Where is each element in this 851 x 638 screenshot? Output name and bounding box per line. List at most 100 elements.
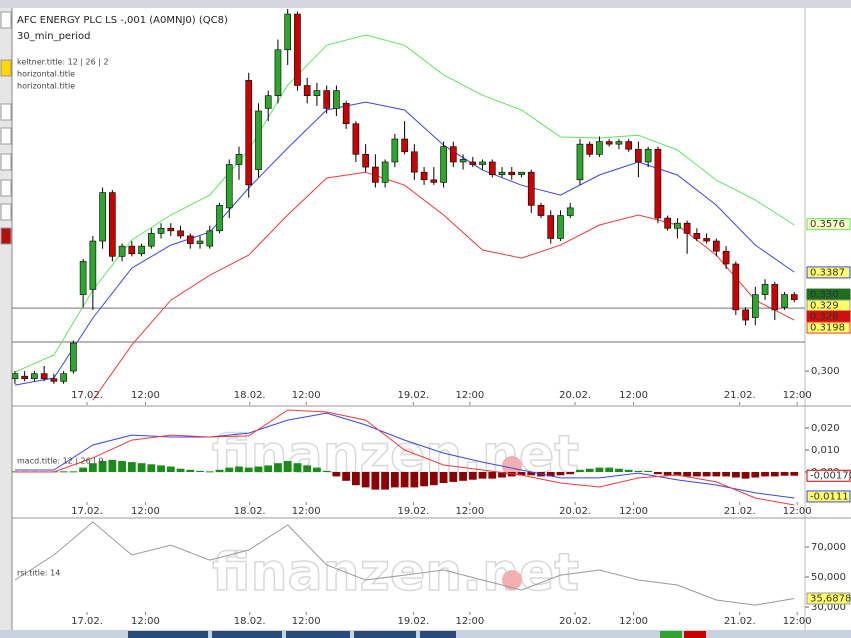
candle-body [527,171,535,206]
candle-body [411,151,418,173]
top-toolbar [0,0,851,8]
candle-body [342,103,350,125]
candle-body [625,141,632,150]
watermark: finanzen.net [212,543,579,603]
candle-body [674,222,681,229]
tab[interactable] [212,631,282,638]
histogram-bar [254,466,263,473]
histogram-bar [741,472,750,479]
histogram-bar [176,468,185,473]
candle-body [333,90,340,109]
histogram-bar [449,472,458,482]
tool-button[interactable] [0,179,12,197]
histogram-bar [488,472,497,479]
x-tick-label: 17.02. [71,390,103,401]
tool-button[interactable] [0,127,12,145]
candle-body [372,166,379,183]
price-label-box [806,218,851,231]
histogram-bar [147,464,156,473]
candle-body [518,171,525,176]
tool-button[interactable] [0,59,12,77]
candle-body [557,215,564,239]
price-label: 35,6878 [810,594,851,605]
histogram-bar [546,472,555,477]
histogram-bar [644,470,653,473]
x-tick-label: 12:00 [783,616,812,627]
histogram-bar [186,469,195,473]
x-tick-label: 12:00 [783,506,812,517]
histogram-bar [556,472,565,476]
candle-body [31,373,38,380]
candle-body [469,161,477,165]
candle-body [654,148,662,219]
histogram-bar [166,466,175,473]
histogram-bar [605,467,614,473]
histogram-bar [244,467,253,473]
histogram-bar [332,472,341,477]
y-tick-label: 30,000 [811,602,846,613]
tab[interactable] [354,631,416,638]
histogram-bar [283,461,292,473]
candle-body [459,159,467,163]
candle-body [693,233,701,239]
candle-body [99,192,106,242]
price-label: 0.3387 [810,267,845,278]
candle-body [274,49,282,96]
histogram-bar [673,472,682,476]
histogram-bar [585,468,594,473]
legend-entry: horizontal.title [17,70,75,79]
histogram-bar [293,463,302,473]
price-label-box [806,266,851,279]
histogram-bar [235,466,243,473]
tool-button[interactable] [0,103,12,121]
tab[interactable] [420,631,456,638]
x-tick-label: 17.02. [71,616,103,627]
x-tick-label: 12:00 [292,616,321,627]
histogram-bar [205,471,214,473]
candle-body [40,373,48,380]
watermark-dot [502,570,522,590]
histogram-bar [157,465,165,473]
price-label-box [806,592,851,605]
candle-body [235,154,243,165]
candle-body [225,164,233,209]
price-label-box [806,321,851,334]
candle-body [303,85,311,96]
candle-body [362,154,369,168]
candle-body [89,240,97,290]
histogram-bar [400,472,409,488]
x-tick-label: 12:00 [619,616,648,627]
candle-body [488,161,496,176]
histogram-bar [566,472,575,475]
histogram-bar [303,465,312,473]
tool-button[interactable] [0,153,12,171]
histogram-bar [108,459,117,473]
x-tick-label: 12:00 [292,390,321,401]
y-tick-label: 50,000 [811,572,846,583]
tool-button[interactable] [0,203,12,221]
price-label: 0.329 [810,301,839,312]
status-icon [660,631,682,638]
candle-body [479,161,486,165]
candle-body [664,217,671,229]
x-tick-label: 21.02. [724,390,756,401]
side-toolbar [0,8,12,630]
price-label-box [806,469,851,482]
histogram-bar [468,472,477,480]
tab[interactable] [128,631,208,638]
candle-body [177,230,184,237]
histogram-bar [595,467,604,473]
candle-body [605,141,613,145]
candle-body [440,146,447,183]
histogram-bar [712,472,721,477]
tab[interactable] [286,631,350,638]
candle-body [449,146,457,163]
period-label: 30_min_period [17,31,90,42]
histogram-bar [264,465,273,473]
tool-button[interactable] [0,11,12,29]
candle-body [713,240,720,252]
histogram-bar [634,470,643,473]
histogram-bar [517,472,526,476]
tool-button[interactable] [0,227,12,245]
candle-body [547,215,555,239]
